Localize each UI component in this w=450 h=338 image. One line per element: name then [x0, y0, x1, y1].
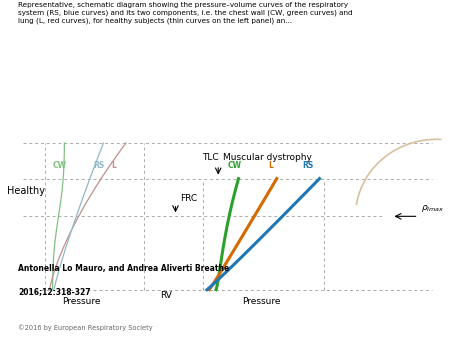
Text: Representative, schematic diagram showing the pressure–volume curves of the resp: Representative, schematic diagram showin… — [18, 2, 353, 24]
Text: L: L — [111, 161, 116, 170]
Text: Muscular dystrophy: Muscular dystrophy — [223, 153, 311, 162]
Text: FRC: FRC — [180, 194, 197, 203]
Text: CW: CW — [228, 161, 242, 170]
Text: L: L — [268, 161, 273, 170]
Text: RS: RS — [93, 161, 104, 170]
Text: Antonella Lo Mauro, and Andrea Aliverti Breathe: Antonella Lo Mauro, and Andrea Aliverti … — [18, 264, 229, 273]
Text: Healthy: Healthy — [7, 186, 45, 196]
Text: TLC: TLC — [202, 153, 219, 162]
Text: $\rho_{Imax}$: $\rho_{Imax}$ — [421, 203, 444, 214]
Text: RV: RV — [161, 291, 172, 300]
Text: ©2016 by European Respiratory Society: ©2016 by European Respiratory Society — [18, 324, 153, 331]
Text: Pressure: Pressure — [62, 297, 100, 306]
Text: 2016;12:318-327: 2016;12:318-327 — [18, 287, 90, 296]
Text: Pressure: Pressure — [242, 297, 280, 306]
Text: CW: CW — [52, 161, 66, 170]
Text: RS: RS — [302, 161, 313, 170]
